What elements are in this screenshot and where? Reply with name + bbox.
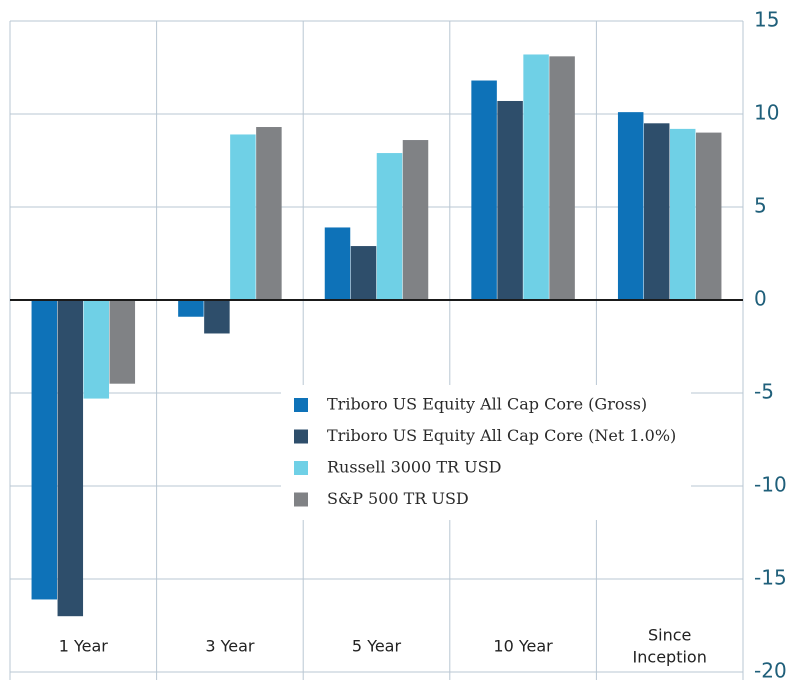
legend-label: Russell 3000 TR USD	[327, 458, 501, 477]
y-tick-label: -5	[754, 380, 774, 404]
bar	[178, 300, 204, 317]
legend-swatch	[294, 492, 308, 507]
x-tick-label: Since	[648, 626, 691, 645]
bar	[230, 134, 256, 300]
y-tick-label: -15	[754, 566, 787, 590]
bar	[57, 300, 84, 617]
y-tick-label: -20	[754, 659, 787, 683]
legend-label: Triboro US Equity All Cap Core (Net 1.0%…	[327, 426, 676, 445]
bar	[31, 300, 58, 600]
bar	[204, 300, 230, 334]
chart-axes: -20 -15 -10 -5 0 5 10 15 1 Year 3 Year 5 Year 10 Ye…	[10, 8, 787, 683]
bar	[549, 56, 575, 301]
x-tick-label: 1 Year	[59, 637, 109, 656]
bar	[376, 153, 403, 300]
bar	[617, 112, 644, 300]
x-tick-label: 5 Year	[352, 637, 402, 656]
bar	[83, 300, 110, 399]
bar	[109, 300, 136, 384]
y-tick-label: 10	[754, 101, 779, 125]
y-tick-label: -10	[754, 473, 787, 497]
x-tick-label: 10 Year	[493, 637, 553, 656]
bar	[471, 80, 497, 301]
chart-legend: Triboro US Equity All Cap Core (Gross) Tr…	[281, 385, 691, 520]
legend-label: S&P 500 TR USD	[327, 489, 469, 508]
bar	[497, 100, 523, 300]
bar	[402, 140, 429, 300]
bar	[324, 227, 351, 300]
legend-label: Triboro US Equity All Cap Core (Gross)	[327, 395, 647, 414]
legend-swatch	[294, 398, 308, 412]
chart-bars	[31, 54, 722, 617]
y-tick-label: 5	[754, 194, 767, 218]
legend-swatch	[294, 429, 308, 444]
bar	[523, 54, 549, 301]
bar	[695, 132, 722, 300]
bar	[669, 128, 696, 300]
x-tick-label: 3 Year	[205, 637, 255, 656]
legend-swatch	[294, 461, 308, 475]
chart-grid	[9, 20, 744, 680]
legend-box	[281, 385, 691, 520]
y-tick-label: 15	[754, 8, 779, 32]
x-tick-label: Inception	[633, 648, 707, 667]
bar	[643, 123, 670, 300]
y-tick-label: 0	[754, 287, 767, 311]
bar	[350, 246, 377, 300]
bar	[256, 127, 282, 301]
